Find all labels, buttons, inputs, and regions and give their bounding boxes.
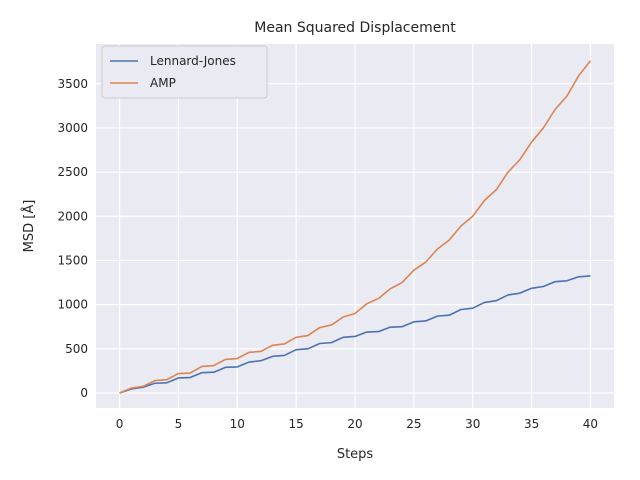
y-axis-label: MSD [Å]: [21, 200, 37, 253]
gridlines: [96, 44, 614, 408]
x-tick-label: 20: [347, 417, 362, 431]
x-tick-label: 5: [175, 417, 183, 431]
series-line-lennard-jones: [119, 275, 591, 394]
series-line-amp: [119, 60, 592, 394]
y-tick-label: 3000: [57, 121, 88, 135]
x-tick-label: 10: [230, 417, 245, 431]
x-tick-labels: 0 5 10 15 20 25 30 35 40: [116, 417, 598, 431]
x-axis-label: Steps: [337, 447, 374, 462]
y-tick-label: 3500: [57, 77, 88, 91]
y-tick-label: 1500: [57, 253, 88, 267]
x-tick-label: 25: [406, 417, 421, 431]
x-tick-label: 15: [288, 417, 303, 431]
legend-box: [101, 45, 268, 99]
y-tick-label: 1000: [57, 298, 88, 312]
chart-title: Mean Squared Displacement: [254, 20, 456, 36]
y-tick-label: 2500: [57, 165, 88, 179]
x-tick-label: 40: [583, 417, 598, 431]
y-tick-label: 0: [80, 386, 88, 400]
series-lines: [119, 60, 592, 394]
x-tick-label: 30: [465, 417, 480, 431]
y-tick-label: 500: [65, 342, 88, 356]
x-tick-label: 0: [116, 417, 124, 431]
legend-label-lennard-jones: Lennard-Jones: [150, 54, 236, 68]
x-tick-label: 35: [524, 417, 539, 431]
legend: Lennard-Jones AMP: [101, 45, 268, 99]
y-tick-labels: 0 500 1000 1500 2000 2500 3000 3500: [57, 77, 88, 400]
legend-label-amp: AMP: [150, 76, 176, 90]
y-tick-label: 2000: [57, 209, 88, 223]
